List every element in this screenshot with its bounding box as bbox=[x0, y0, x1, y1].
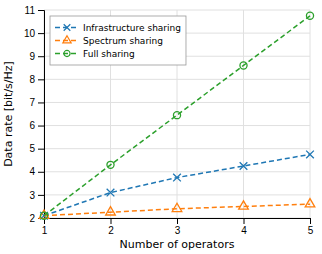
point bbox=[173, 174, 181, 182]
point bbox=[107, 189, 115, 197]
tick-mark bbox=[38, 79, 44, 80]
tick: 11 bbox=[25, 5, 44, 16]
x-axis-title: Number of operators bbox=[120, 238, 235, 251]
legend-label: Spectrum sharing bbox=[83, 36, 163, 46]
legend-symbol bbox=[64, 50, 70, 56]
grid bbox=[44, 10, 310, 218]
line bbox=[44, 204, 310, 216]
tick-mark bbox=[111, 218, 112, 224]
tick: 10 bbox=[24, 28, 44, 39]
y-axis: 2 3 4 5 6 7 8 9 10 11 bbox=[24, 5, 45, 224]
tick-mark bbox=[38, 126, 44, 127]
tick-label: 6 bbox=[29, 120, 35, 131]
axis-line bbox=[45, 219, 311, 225]
line bbox=[44, 16, 310, 216]
tick-label: 4 bbox=[29, 166, 35, 177]
tick: 3 bbox=[29, 190, 44, 201]
legend-swatch bbox=[55, 53, 79, 55]
axis-line bbox=[38, 11, 45, 219]
tick-mark bbox=[38, 102, 44, 103]
tick-mark bbox=[310, 218, 311, 224]
tick-label: 2 bbox=[108, 225, 114, 236]
tick-label: 9 bbox=[29, 51, 35, 62]
legend-symbol bbox=[64, 24, 71, 31]
point bbox=[39, 210, 49, 218]
legend-symbol bbox=[63, 36, 71, 43]
point bbox=[173, 112, 180, 119]
tick-label: 2 bbox=[29, 213, 35, 224]
grid-line bbox=[310, 10, 311, 218]
chart: 12345234567891011Infrastructure sharingS… bbox=[0, 0, 322, 254]
tick: 4 bbox=[29, 166, 44, 177]
tick-label: 7 bbox=[29, 97, 35, 108]
grid-line bbox=[243, 10, 244, 218]
grid-line bbox=[44, 148, 310, 149]
tick: 1 bbox=[42, 218, 48, 236]
tick-label: 4 bbox=[241, 225, 247, 236]
point bbox=[306, 12, 313, 19]
legend-swatch bbox=[55, 40, 79, 42]
tick-mark bbox=[177, 218, 178, 224]
grid-line bbox=[44, 194, 310, 195]
legend-label: Full sharing bbox=[83, 49, 135, 59]
tick: 5 bbox=[308, 218, 314, 236]
grid-line bbox=[44, 171, 310, 172]
tick-label: 1 bbox=[42, 225, 48, 236]
tick-label: 3 bbox=[29, 190, 35, 201]
point bbox=[239, 201, 249, 209]
legend-item: Infrastructure sharing bbox=[55, 23, 181, 33]
tick-label: 5 bbox=[308, 225, 314, 236]
point bbox=[240, 162, 248, 170]
tick-label: 10 bbox=[24, 28, 36, 39]
tick: 3 bbox=[175, 218, 181, 236]
legend: Infrastructure sharing Spectrum sharing Fu… bbox=[50, 16, 186, 65]
plot: 12345234567891011Infrastructure sharingS… bbox=[24, 5, 315, 236]
point bbox=[107, 161, 114, 168]
tick-mark bbox=[38, 172, 44, 173]
tick: 6 bbox=[29, 120, 44, 131]
grid-line bbox=[44, 102, 310, 103]
tick-mark bbox=[38, 56, 44, 57]
point bbox=[240, 62, 247, 69]
point bbox=[306, 151, 314, 159]
tick-mark bbox=[38, 10, 44, 11]
tick: 7 bbox=[29, 97, 44, 108]
y-axis-title: Data rate [bit/s/Hz] bbox=[2, 61, 15, 167]
tick: 2 bbox=[108, 218, 114, 236]
marks bbox=[39, 12, 315, 219]
point bbox=[305, 199, 315, 207]
legend-item: Spectrum sharing bbox=[55, 36, 163, 46]
grid-line bbox=[44, 125, 310, 126]
tick: 5 bbox=[29, 143, 44, 154]
tick-mark bbox=[38, 33, 44, 34]
tick-label: 8 bbox=[29, 74, 35, 85]
grid-line bbox=[44, 10, 310, 11]
tick-mark bbox=[38, 195, 44, 196]
tick-mark bbox=[244, 218, 245, 224]
point bbox=[106, 207, 116, 215]
tick: 4 bbox=[241, 218, 247, 236]
tick: 8 bbox=[29, 74, 44, 85]
tick-label: 11 bbox=[25, 5, 36, 16]
grid-line bbox=[44, 79, 310, 80]
legend-label: Infrastructure sharing bbox=[83, 23, 181, 33]
tick-label: 3 bbox=[175, 225, 181, 236]
tick-mark bbox=[38, 149, 44, 150]
legend-item: Full sharing bbox=[55, 49, 135, 59]
x-axis: 1 2 3 4 5 bbox=[42, 218, 314, 236]
point bbox=[172, 203, 182, 211]
legend-frame bbox=[50, 16, 186, 65]
point bbox=[40, 212, 47, 219]
tick-label: 5 bbox=[29, 143, 35, 154]
tick: 9 bbox=[29, 51, 44, 62]
